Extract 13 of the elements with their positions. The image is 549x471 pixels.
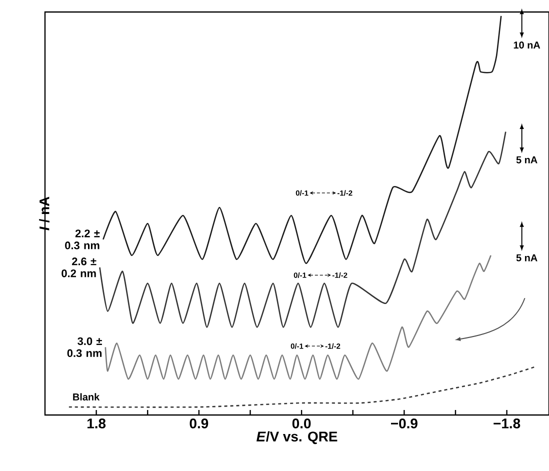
series-label: 3.0 ± 0.3 nm — [67, 337, 102, 358]
x-axis-title: E/V vs. QRE — [256, 431, 338, 444]
x-tick-label: 0.0 — [292, 418, 311, 428]
annotation: 5 nA — [516, 254, 538, 262]
annotation: 10 nA — [514, 42, 540, 49]
x-tick-label: 0.9 — [190, 418, 208, 428]
series-label: 2.6 ± 0.2 nm — [62, 258, 96, 278]
x-tick-label: −1.8 — [494, 418, 520, 428]
x-tick-label: 1.8 — [87, 418, 106, 428]
series-label: 2.2 ± 0.3 nm — [65, 230, 100, 250]
x-tick-label: −0.9 — [390, 418, 418, 428]
series-label: Blank — [73, 393, 100, 400]
annotation: 5 nA — [516, 156, 538, 164]
